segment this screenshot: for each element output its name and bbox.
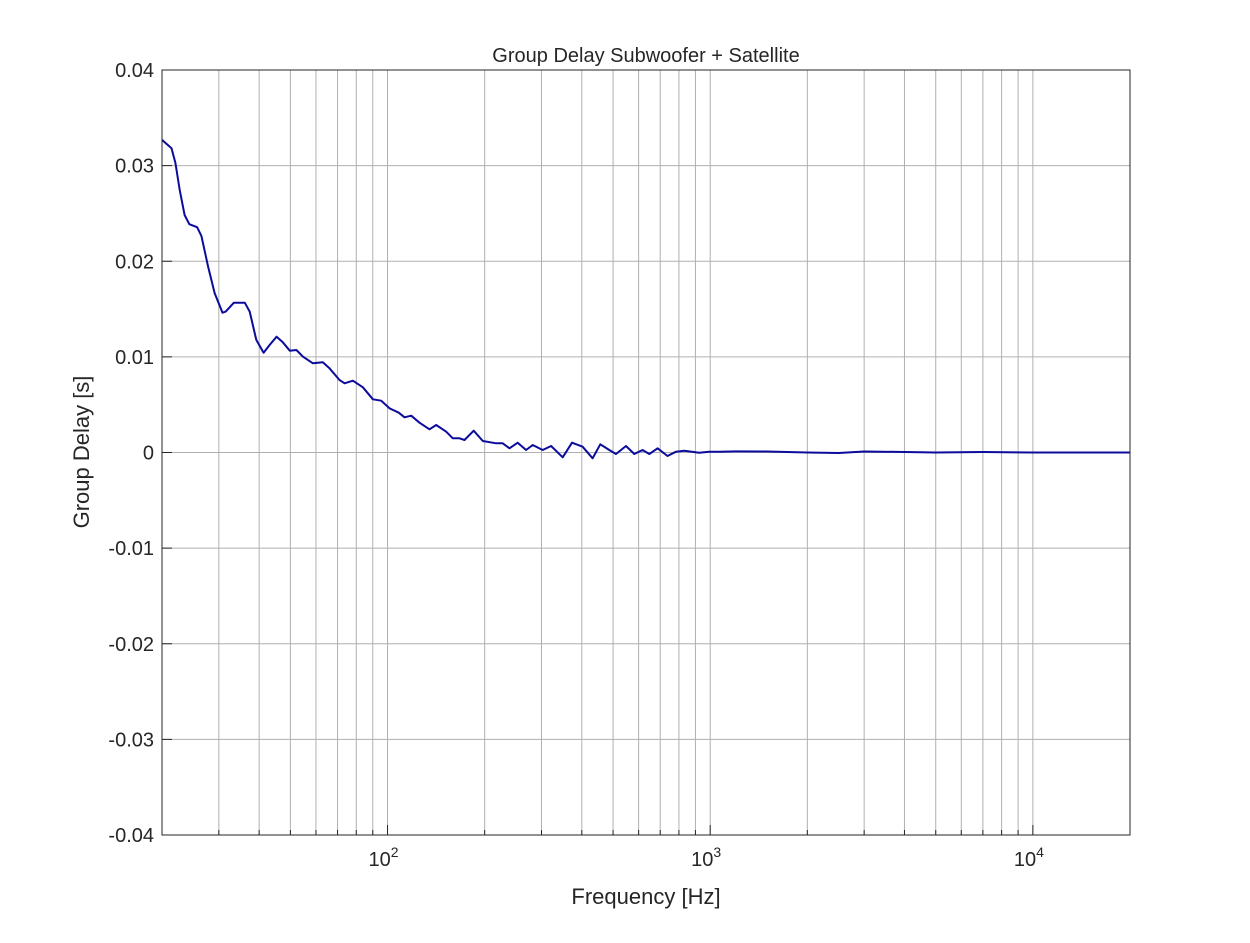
y-tick-label: 0.03 bbox=[115, 156, 154, 178]
series-layer bbox=[161, 139, 1130, 460]
x-tick-label: 103 bbox=[691, 844, 721, 871]
y-tick-label: 0.01 bbox=[115, 347, 154, 369]
axes-box bbox=[161, 69, 1131, 836]
y-tick-label: 0.02 bbox=[115, 251, 154, 273]
y-tick-label: -0.01 bbox=[108, 538, 154, 560]
y-tick-label: 0.04 bbox=[115, 60, 154, 82]
y-tick-label: -0.03 bbox=[108, 729, 154, 751]
x-axis-label: Frequency [Hz] bbox=[571, 884, 720, 909]
group-delay-line bbox=[161, 139, 1130, 460]
x-axis-ticks: 102 103 104 bbox=[161, 825, 1131, 871]
x-tick-label: 104 bbox=[1014, 844, 1044, 871]
y-tick-label: 0 bbox=[143, 443, 154, 465]
y-tick-label: -0.02 bbox=[108, 634, 154, 656]
y-tick-label: -0.04 bbox=[108, 825, 154, 847]
x-tick-label: 102 bbox=[369, 844, 399, 871]
y-axis-label: Group Delay [s] bbox=[69, 376, 94, 529]
y-axis-ticks: -0.04 -0.03 -0.02 -0.01 0 0.01 0.02 0.03 0.04 bbox=[108, 60, 172, 847]
chart-title: Group Delay Subwoofer + Satellite bbox=[492, 45, 799, 67]
